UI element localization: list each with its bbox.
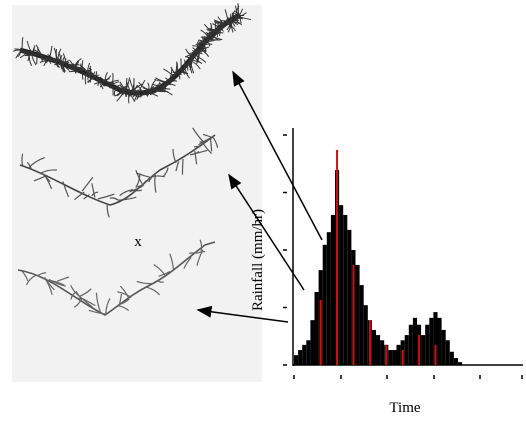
bar	[298, 350, 302, 365]
bar	[372, 330, 376, 365]
bar	[429, 318, 433, 365]
bar	[405, 335, 409, 365]
bar	[434, 345, 436, 365]
bar	[454, 358, 458, 365]
bar	[409, 325, 413, 365]
bar	[413, 318, 417, 365]
tributary	[83, 71, 84, 79]
bar	[421, 335, 425, 365]
tributary	[189, 253, 198, 254]
tributary	[149, 90, 158, 91]
bar	[369, 320, 371, 365]
bar	[418, 335, 420, 365]
bar	[450, 352, 454, 365]
label-x: x	[134, 234, 142, 250]
bar	[294, 355, 298, 365]
bar	[306, 340, 310, 365]
tributary	[40, 56, 44, 57]
bar	[343, 215, 347, 365]
bar	[356, 265, 360, 365]
bar	[397, 345, 401, 365]
bar	[315, 292, 319, 365]
bar	[364, 305, 368, 365]
bar	[446, 340, 450, 365]
tributary	[25, 55, 37, 56]
bar	[331, 215, 335, 365]
bar	[336, 150, 338, 365]
bar	[425, 325, 429, 365]
y-axis-label: Rainfall (mm/hr)	[250, 209, 266, 311]
bar	[360, 285, 364, 365]
bar	[402, 350, 404, 365]
bar	[302, 345, 306, 365]
bar	[347, 230, 351, 365]
bar	[438, 318, 442, 365]
x-axis-label: Time	[389, 400, 420, 416]
bar	[392, 350, 396, 365]
bar	[339, 205, 343, 365]
bar	[388, 350, 392, 365]
tributary	[216, 23, 228, 24]
bar	[323, 245, 327, 365]
bar	[320, 300, 322, 365]
bar	[327, 232, 331, 365]
bar	[442, 330, 446, 365]
tributary	[182, 159, 183, 175]
bar	[352, 265, 354, 365]
x-minor-ticks	[294, 375, 522, 379]
bar	[376, 335, 380, 365]
tributary	[184, 60, 185, 66]
bar	[385, 345, 387, 365]
tributary	[65, 58, 66, 63]
bar	[380, 340, 384, 365]
bar	[310, 320, 314, 365]
bar	[458, 362, 462, 365]
